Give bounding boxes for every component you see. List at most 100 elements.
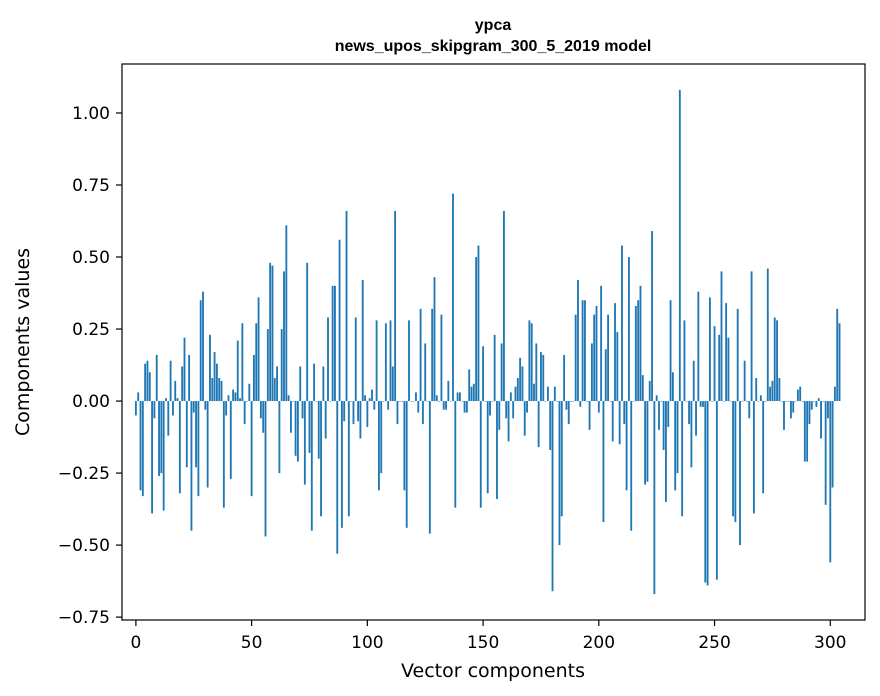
bar: [472, 383, 475, 402]
bar: [331, 285, 334, 402]
bar: [750, 271, 753, 402]
bar: [248, 383, 251, 402]
bar: [378, 401, 380, 491]
bar: [639, 285, 642, 402]
bar: [658, 401, 660, 430]
bar: [706, 401, 709, 586]
bar: [648, 380, 651, 402]
bar: [697, 291, 700, 402]
bar: [514, 386, 517, 402]
bar: [708, 297, 711, 402]
bar: [475, 257, 478, 402]
bar: [294, 401, 297, 456]
y-tick-label: 0.25: [72, 320, 110, 340]
bar: [438, 401, 441, 402]
x-axis-label: Vector components: [401, 660, 585, 682]
bar: [746, 401, 748, 402]
bar: [364, 395, 366, 402]
bar: [817, 398, 820, 402]
bar: [764, 401, 767, 402]
bar: [752, 401, 755, 514]
bar: [829, 401, 832, 563]
bar: [174, 380, 177, 402]
bar: [783, 401, 785, 430]
bar: [371, 389, 373, 402]
bar: [496, 401, 498, 500]
bar: [239, 398, 241, 402]
bar: [769, 386, 772, 402]
bar: [391, 366, 394, 402]
bar: [521, 366, 524, 402]
bar: [165, 398, 167, 402]
bar: [354, 317, 357, 402]
bar: [287, 395, 290, 402]
bar: [213, 352, 216, 402]
bar: [468, 369, 471, 402]
bar: [445, 401, 447, 410]
bar: [327, 317, 329, 402]
bar: [334, 285, 336, 402]
bar: [711, 401, 714, 402]
bar: [266, 329, 269, 402]
bar: [486, 401, 489, 494]
bar: [232, 389, 235, 402]
bar: [419, 308, 422, 402]
bar: [225, 401, 228, 416]
bar: [431, 308, 434, 402]
bar: [616, 331, 619, 402]
bar: [426, 401, 429, 402]
bar: [329, 401, 332, 402]
bar: [780, 401, 783, 402]
bar: [482, 346, 485, 402]
bar: [597, 401, 600, 413]
bar: [479, 401, 482, 508]
bar: [410, 401, 413, 402]
bar: [144, 363, 147, 402]
bar: [220, 380, 223, 402]
bar: [537, 401, 540, 448]
bar: [509, 392, 512, 402]
bar: [535, 343, 538, 402]
bar: [759, 395, 762, 402]
bar: [776, 320, 778, 402]
bar: [794, 401, 797, 402]
bar: [255, 323, 258, 402]
bar: [655, 395, 658, 402]
bar: [236, 340, 239, 402]
bar: [727, 337, 730, 402]
bar: [609, 401, 612, 402]
bar: [757, 401, 760, 402]
bar: [523, 401, 526, 436]
bar: [546, 386, 549, 402]
bar: [822, 401, 825, 402]
bar: [718, 334, 721, 402]
bar: [549, 401, 552, 451]
bar: [139, 401, 142, 491]
bar: [324, 401, 327, 439]
bar: [669, 300, 672, 402]
x-tick-label: 0: [130, 633, 141, 653]
bar: [306, 262, 309, 402]
bar: [810, 401, 813, 410]
bar: [498, 401, 501, 430]
bar: [665, 401, 667, 502]
x-tick-label: 50: [241, 633, 263, 653]
bar: [227, 395, 230, 402]
bar: [715, 401, 718, 580]
bar: [303, 401, 306, 485]
bar: [373, 401, 376, 410]
bar: [595, 305, 598, 402]
bar: [674, 401, 677, 491]
y-tick-label: −0.25: [58, 464, 110, 484]
bar: [560, 401, 563, 517]
bar: [824, 401, 827, 505]
bar: [491, 401, 494, 402]
plot-frame: [121, 63, 866, 621]
bar: [683, 320, 686, 402]
bar: [590, 343, 593, 402]
bar: [530, 323, 533, 402]
bar: [338, 239, 341, 402]
bar: [489, 401, 491, 416]
chart-subtitle: news_upos_skipgram_300_5_2019 model: [335, 38, 652, 55]
bar: [215, 363, 218, 402]
